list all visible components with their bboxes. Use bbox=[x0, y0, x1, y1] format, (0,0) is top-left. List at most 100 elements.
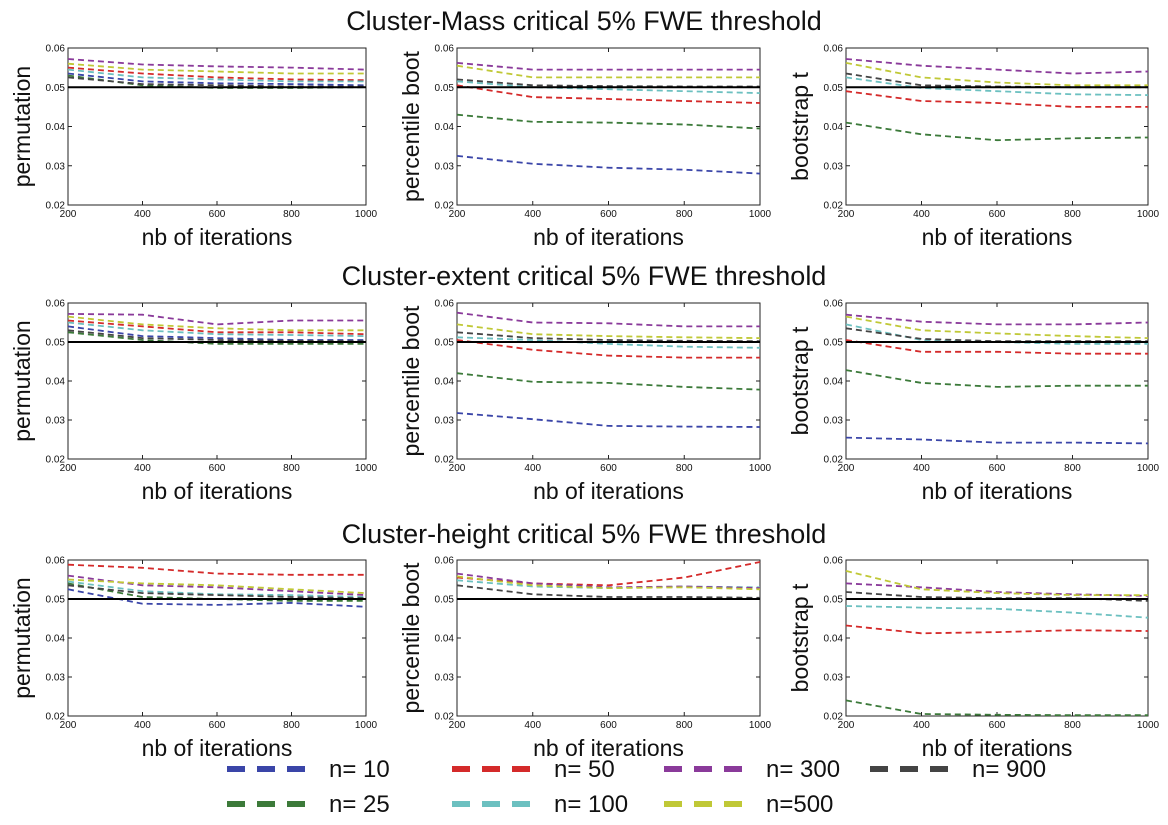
y-tick-label: 0.02 bbox=[46, 455, 66, 466]
x-tick-label: 600 bbox=[989, 463, 1006, 474]
x-tick-label: 200 bbox=[449, 209, 466, 220]
x-axis-label: nb of iterations bbox=[922, 224, 1073, 250]
series-line bbox=[845, 436, 1149, 445]
y-tick-label: 0.05 bbox=[824, 595, 844, 606]
x-tick-label: 200 bbox=[838, 720, 855, 731]
row-title-cluster-extent: Cluster-extent critical 5% FWE threshold bbox=[342, 261, 827, 291]
y-tick-label: 0.06 bbox=[46, 44, 66, 55]
x-tick-label: 400 bbox=[913, 209, 930, 220]
row-title-cluster-height: Cluster-height critical 5% FWE threshold bbox=[342, 519, 827, 549]
series-line bbox=[67, 325, 366, 341]
legend-item: n= 10 bbox=[227, 756, 390, 783]
legend-item: n= 100 bbox=[452, 791, 628, 818]
series-line bbox=[456, 155, 761, 175]
plot-frame bbox=[845, 559, 1149, 717]
x-axis-label: nb of iterations bbox=[922, 735, 1073, 761]
y-axis-label: bootstrap t bbox=[787, 583, 813, 692]
x-tick-label: 200 bbox=[449, 720, 466, 731]
x-tick-label: 800 bbox=[283, 463, 300, 474]
series-line bbox=[67, 574, 367, 596]
y-tick-label: 0.06 bbox=[824, 44, 844, 55]
series-line bbox=[845, 369, 1148, 388]
x-tick-label: 600 bbox=[989, 720, 1006, 731]
y-tick-label: 0.05 bbox=[435, 338, 455, 349]
y-axis-label: bootstrap t bbox=[787, 72, 813, 181]
y-tick-label: 0.06 bbox=[435, 44, 455, 55]
x-axis-label: nb of iterations bbox=[533, 224, 684, 250]
legend-label: n= 900 bbox=[972, 756, 1046, 783]
x-tick-label: 800 bbox=[283, 209, 300, 220]
x-tick-label: 800 bbox=[283, 720, 300, 731]
legend: n= 10 n= 25 n= 50 n= 100 n= 300 n=500 n= 900 bbox=[227, 756, 1046, 818]
y-tick-label: 0.05 bbox=[46, 338, 66, 349]
panel-2-3: 200 400 600 800 1000 0.02 0.03 0.04 0.05 0.06 nb o… bbox=[787, 299, 1160, 505]
y-tick-label: 0.04 bbox=[46, 122, 66, 133]
x-tick-label: 600 bbox=[600, 463, 617, 474]
series-line bbox=[456, 584, 761, 599]
y-tick-label: 0.05 bbox=[435, 595, 455, 606]
y-tick-label: 0.04 bbox=[46, 377, 66, 388]
y-tick-label: 0.02 bbox=[824, 455, 844, 466]
panel-2-1: 200 400 600 800 1000 0.02 0.03 0.04 0.05 0.06 nb o… bbox=[9, 299, 378, 505]
x-tick-label: 200 bbox=[60, 720, 77, 731]
y-tick-label: 0.05 bbox=[824, 338, 844, 349]
x-tick-label: 600 bbox=[600, 720, 617, 731]
y-tick-label: 0.06 bbox=[435, 556, 455, 567]
series-line bbox=[456, 84, 761, 104]
x-tick-label: 1000 bbox=[1137, 209, 1160, 220]
series-line bbox=[845, 72, 1148, 89]
x-tick-label: 200 bbox=[449, 463, 466, 474]
series-line bbox=[456, 80, 761, 94]
x-tick-label: 1000 bbox=[749, 463, 772, 474]
y-tick-label: 0.04 bbox=[46, 634, 66, 645]
legend-item: n=500 bbox=[664, 791, 833, 818]
y-tick-label: 0.03 bbox=[46, 161, 66, 172]
x-tick-label: 400 bbox=[524, 720, 541, 731]
x-tick-label: 200 bbox=[838, 463, 855, 474]
x-axis-label: nb of iterations bbox=[142, 478, 293, 504]
plot-frame bbox=[456, 47, 761, 206]
y-tick-label: 0.03 bbox=[46, 416, 66, 427]
series-line bbox=[67, 313, 366, 326]
y-axis-label: percentile boot bbox=[398, 305, 424, 456]
legend-label: n= 10 bbox=[329, 756, 390, 783]
y-tick-label: 0.05 bbox=[824, 83, 844, 94]
series-line bbox=[67, 580, 367, 598]
x-tick-label: 400 bbox=[134, 720, 151, 731]
y-axis-label: permutation bbox=[9, 66, 35, 187]
y-axis-label: percentile boot bbox=[398, 562, 424, 713]
y-tick-label: 0.04 bbox=[435, 122, 455, 133]
y-tick-label: 0.02 bbox=[824, 201, 844, 212]
y-tick-label: 0.06 bbox=[46, 299, 66, 310]
series-line bbox=[456, 412, 761, 428]
plot-frame bbox=[845, 47, 1149, 206]
x-tick-label: 800 bbox=[676, 209, 693, 220]
x-axis-label: nb of iterations bbox=[533, 478, 684, 504]
panel-3-1: 200 400 600 800 1000 0.02 0.03 0.04 0.05 0.06 nb o… bbox=[9, 556, 378, 762]
y-tick-label: 0.02 bbox=[46, 201, 66, 212]
series-line bbox=[845, 570, 1148, 596]
series-line bbox=[456, 113, 761, 130]
series-line bbox=[67, 563, 366, 576]
series-line bbox=[845, 58, 1149, 75]
x-tick-label: 800 bbox=[1064, 463, 1081, 474]
series-line bbox=[456, 336, 761, 349]
legend-item: n= 900 bbox=[870, 756, 1046, 783]
y-tick-label: 0.03 bbox=[46, 673, 66, 684]
y-tick-label: 0.03 bbox=[435, 161, 455, 172]
y-tick-label: 0.06 bbox=[46, 556, 66, 567]
x-tick-label: 1000 bbox=[355, 720, 378, 731]
x-tick-label: 400 bbox=[134, 209, 151, 220]
legend-label: n= 100 bbox=[554, 791, 628, 818]
y-tick-label: 0.03 bbox=[435, 416, 455, 427]
series-line bbox=[456, 339, 760, 359]
y-tick-label: 0.03 bbox=[824, 416, 844, 427]
plot-frame bbox=[456, 302, 761, 460]
x-tick-label: 1000 bbox=[749, 209, 772, 220]
legend-label: n=500 bbox=[766, 791, 833, 818]
x-tick-label: 1000 bbox=[1137, 463, 1160, 474]
y-tick-label: 0.04 bbox=[435, 377, 455, 388]
y-tick-label: 0.04 bbox=[435, 634, 455, 645]
series-line bbox=[845, 313, 1149, 326]
x-tick-label: 800 bbox=[676, 720, 693, 731]
